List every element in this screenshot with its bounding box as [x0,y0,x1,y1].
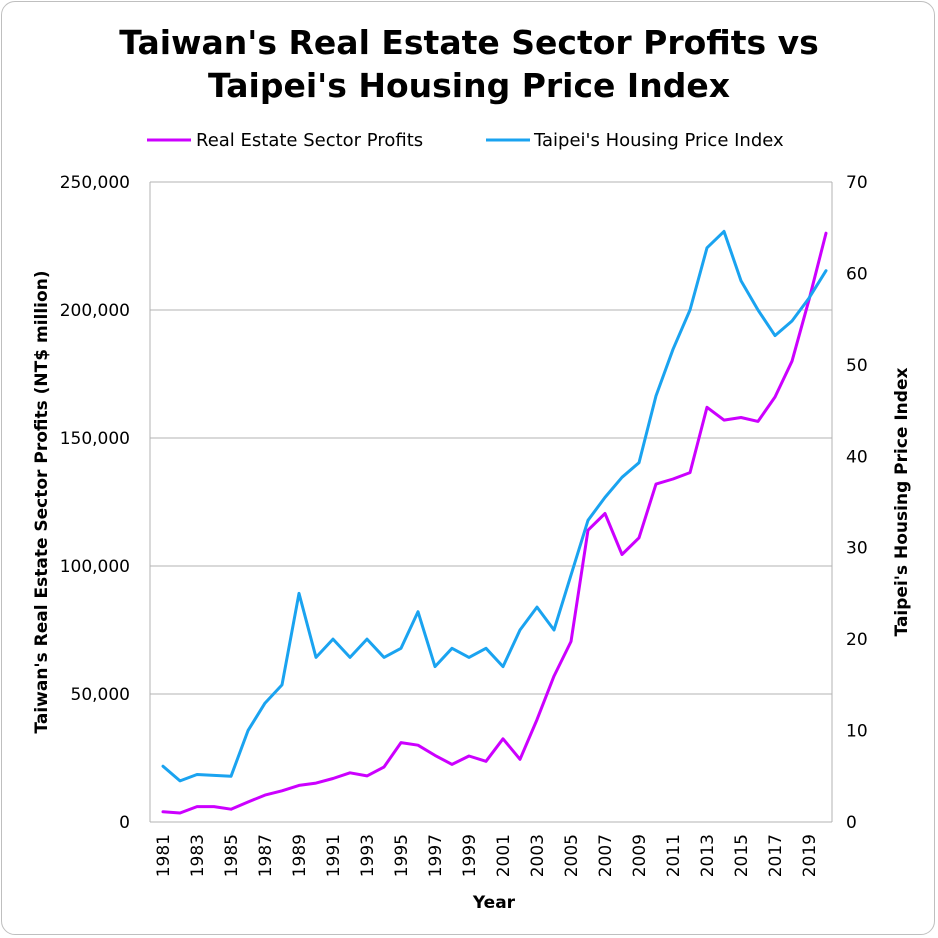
legend-label-index: Taipei's Housing Price Index [533,130,784,151]
right-tick-label: 60 [846,264,868,284]
left-tick-label: 50,000 [71,685,130,705]
x-axis-title: Year [472,893,516,913]
x-tick-label: 2001 [494,834,514,877]
x-tick-label: 1987 [256,834,276,877]
x-tick-label: 1991 [324,834,344,877]
x-tick-label: 2013 [698,834,718,877]
x-tick-label: 2017 [766,834,786,877]
x-tick-label: 1983 [188,834,208,877]
left-tick-label: 100,000 [60,557,130,577]
right-tick-label: 40 [846,447,868,467]
left-tick-label: 200,000 [60,301,130,321]
x-tick-label: 1989 [290,834,310,877]
axes [149,182,833,823]
left-tick-label: 150,000 [60,429,130,449]
right-tick-label: 0 [846,813,857,833]
legend: Real Estate Sector Profits Taipei's Hous… [147,130,784,151]
x-tick-label: 1993 [358,834,378,877]
x-tick-label: 2007 [596,834,616,877]
chart-title-line-1: Taiwan's Real Estate Sector Profits vs [119,23,819,62]
chart-title-line-2: Taipei's Housing Price Index [208,66,730,105]
left-tick-label: 0 [119,813,130,833]
gridlines [150,181,832,695]
x-tick-label: 1999 [460,834,480,877]
right-axis-ticks: 0 10 20 30 40 50 60 70 [846,173,868,833]
left-axis-title: Taiwan's Real Estate Sector Profits (NT$… [32,270,52,733]
x-tick-label: 1985 [222,834,242,877]
right-tick-label: 70 [846,173,868,193]
right-axis-title: Taipei's Housing Price Index [892,368,912,637]
right-tick-label: 20 [846,630,868,650]
left-axis-ticks: 0 50,000 100,000 150,000 200,000 250,000 [60,173,130,833]
x-tick-label: 1997 [426,834,446,877]
x-tick-label: 2015 [732,834,752,877]
legend-label-profits: Real Estate Sector Profits [196,130,423,151]
series-lines [161,229,828,815]
series-line-profits [161,231,828,815]
x-tick-label: 2005 [562,834,582,877]
x-tick-label: 2009 [630,834,650,877]
right-tick-label: 50 [846,356,868,376]
x-tick-label: 2003 [528,834,548,877]
x-tick-label: 1981 [154,834,174,877]
x-tick-label: 1995 [392,834,412,877]
left-tick-label: 250,000 [60,173,130,193]
x-axis-ticks: 1981 1983 1985 1987 1989 1991 1993 1995 1997 1999… [154,834,820,877]
right-tick-label: 30 [846,539,868,559]
x-tick-label: 2019 [800,834,820,877]
right-tick-label: 10 [846,722,868,742]
series-line-index [161,229,828,783]
x-tick-label: 2011 [664,834,684,877]
